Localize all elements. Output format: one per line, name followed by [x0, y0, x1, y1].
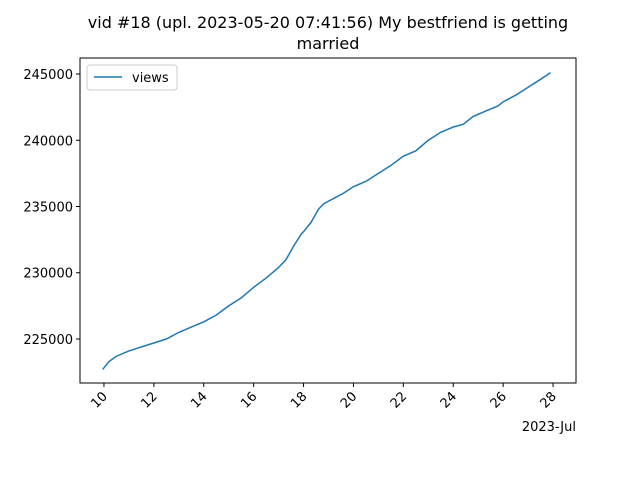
y-tick-label: 235000: [23, 201, 73, 216]
line-series: [102, 72, 551, 370]
y-tick-label: 225000: [23, 333, 73, 348]
x-tick-label: 12: [138, 389, 160, 411]
x-tick-label: 20: [338, 389, 360, 411]
plot-frame: [79, 57, 577, 384]
y-tick-label: 240000: [23, 134, 73, 149]
y-tick-label: 230000: [23, 267, 73, 282]
x-tick-label: 16: [238, 389, 260, 411]
x-offset-label: 2023-Jul: [522, 420, 576, 435]
y-tick-label: 245000: [23, 68, 73, 83]
x-tick-label: 22: [388, 389, 410, 411]
chart-title: vid #18 (upl. 2023-05-20 07:41:56) My be…: [87, 13, 569, 53]
legend-label: views: [132, 71, 169, 86]
x-tick-label: 14: [188, 389, 210, 411]
x-tick-label: 24: [438, 389, 460, 411]
x-tick-label: 18: [288, 389, 310, 411]
x-tick-label: 28: [538, 389, 560, 411]
legend-box: [86, 64, 178, 91]
x-tick-label: 26: [488, 389, 510, 411]
x-tick-label: 10: [88, 389, 110, 411]
